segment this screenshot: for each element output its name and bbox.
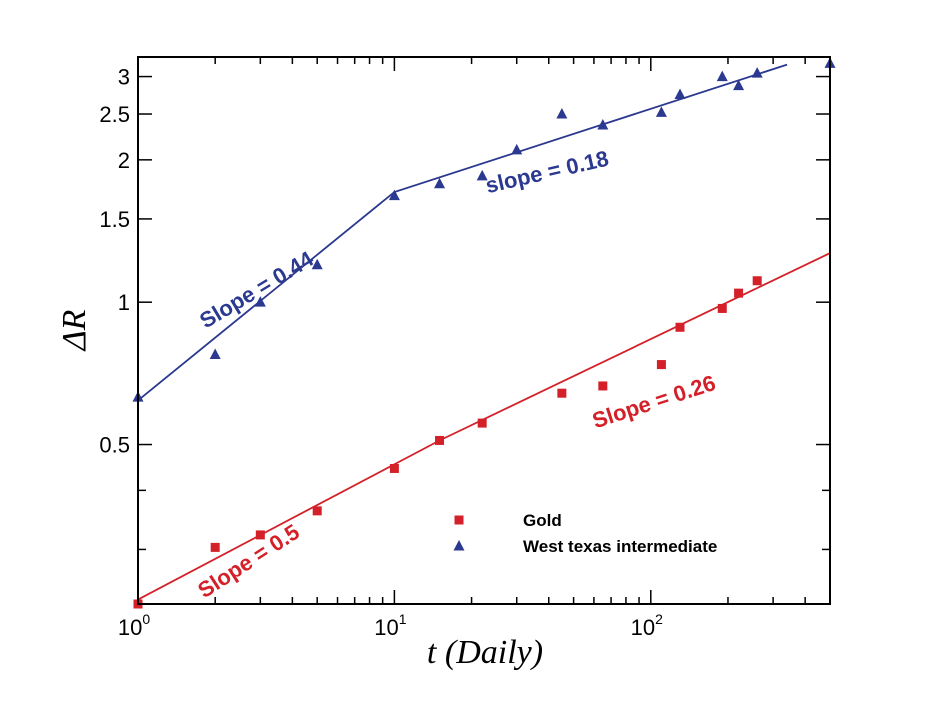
legend-label: West texas intermediate [523,537,717,556]
wti-data-point [434,177,446,189]
gold-data-point [752,276,762,286]
x-tick-label: 100 [118,611,150,640]
y-tick-label: 2 [118,148,130,173]
x-tick-exponent: 1 [399,611,407,627]
wti-fit-line [137,63,788,402]
wti-data-point [311,258,323,270]
fit-line-layer [137,63,831,601]
gold-data-point [598,381,608,391]
gold-data-point [210,542,220,552]
y-tick-label: 2.5 [99,102,130,127]
gold-data-point [675,322,685,332]
wti-data-point [655,106,667,117]
x-tick-label: 102 [631,611,663,640]
legend-label: Gold [523,511,562,530]
data-point-layer [132,57,836,609]
slope-annotation: Slope = 0.44 [195,246,318,334]
slope-annotation: Slope = 0.26 [589,370,718,433]
x-tick-exponent: 0 [142,611,150,627]
wti-data-point [388,189,400,201]
gold-data-point [717,303,727,313]
y-axis-label: ΔR [56,309,93,352]
wti-data-point [597,118,609,130]
gold-data-point [255,530,265,540]
wti-data-point [556,108,568,119]
legend-gold-marker [454,515,464,525]
x-tick-base: 10 [631,615,655,640]
x-axis-label: t (Daily) [427,634,543,671]
legend: Gold West texas intermediate [453,511,717,556]
x-tick-base: 10 [374,615,398,640]
x-tick-base: 10 [118,615,142,640]
y-tick-label: 0.5 [99,433,130,458]
slope-annotation: slope = 0.18 [483,146,611,199]
y-tick-label: 1.5 [99,207,130,232]
gold-data-point [312,506,322,516]
wti-data-point [476,169,488,181]
wti-data-point [674,88,686,99]
gold-data-point [734,288,744,298]
wti-data-point [751,67,763,78]
y-tick-label: 3 [118,65,130,90]
x-tick-exponent: 2 [655,611,663,627]
gold-data-point [435,435,445,445]
wti-data-point [209,348,221,360]
y-tick-label: 1 [118,290,130,315]
wti-data-point [733,79,745,91]
gold-data-point [656,360,666,370]
wti-data-point [254,296,266,307]
x-tick-label: 101 [374,611,406,640]
wti-data-point [511,143,523,155]
wti-data-point [716,70,728,82]
plot-frame [137,56,831,605]
gold-data-point [477,418,487,428]
gold-data-point [389,463,399,473]
gold-data-point [557,388,567,398]
legend-wti-marker [453,540,465,551]
